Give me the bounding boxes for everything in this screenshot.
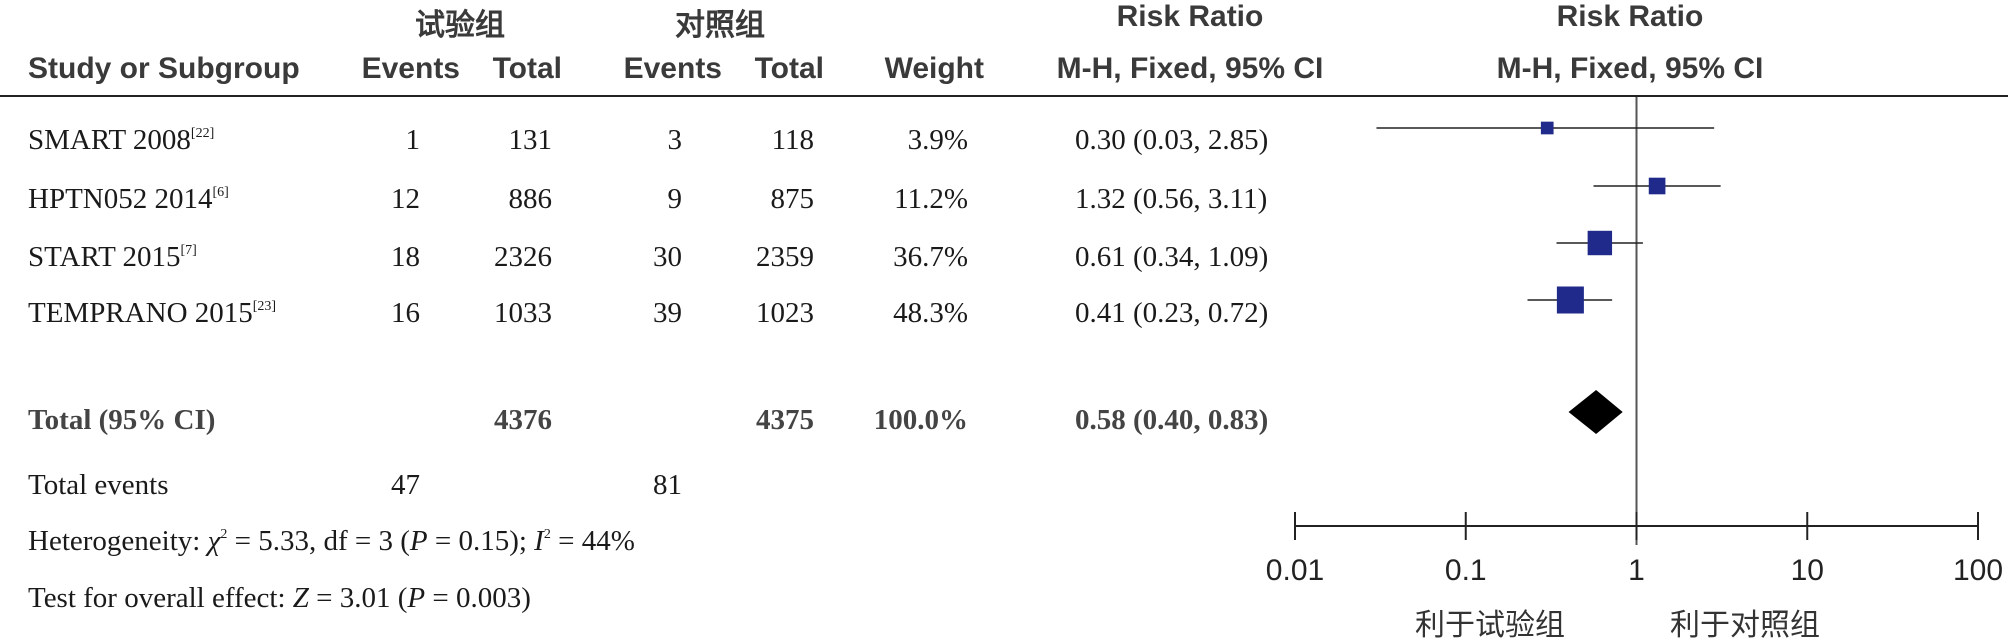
weight-header: Weight [884,52,984,85]
exp-total-cell: 2326 [494,241,552,273]
ci-cell: 1.32 (0.56, 3.11) [1075,183,1268,215]
exp-events-header: Events [361,52,460,85]
rr-method-header-right: M-H, Fixed, 95% CI [1496,52,1764,85]
x-axis-tick-label: 0.1 [1445,554,1487,587]
ctrl-total-header: Total [754,52,824,85]
header-rule [0,95,2008,97]
study-marker [1648,177,1666,195]
exp-total-header: Total [492,52,562,85]
total-events-exp: 47 [391,469,420,501]
ci-cell: 0.30 (0.03, 2.85) [1075,124,1269,156]
total-row-label: Total (95% CI) [28,404,216,436]
ctrl-events-cell: 30 [653,241,682,273]
exp-total-cell: 1033 [494,297,552,329]
x-axis-tick-label: 100 [1953,554,2003,587]
favours-control-label: 利于对照组 [1670,609,1820,642]
weight-cell: 36.7% [893,241,968,273]
overall-effect-text: Test for overall effect: Z = 3.01 (P = 0… [28,582,531,614]
study-label: TEMPRANO 2015 [28,297,253,329]
exp-events-cell: 16 [391,297,420,329]
study-name: SMART 2008[22] [28,124,214,157]
ctrl-total-cell: 1023 [756,297,814,329]
study-reference: [7] [180,243,197,258]
study-name: TEMPRANO 2015[23] [28,297,276,330]
ctrl-events-cell: 3 [667,124,683,156]
exp-events-cell: 12 [391,183,420,215]
total-events-ctrl: 81 [653,469,682,501]
total-events-label: Total events [28,469,169,501]
total-row-exp-total: 4376 [494,404,552,436]
study-name: HPTN052 2014[6] [28,183,229,216]
study-label: START 2015 [28,241,181,273]
exp-events-cell: 1 [405,124,421,156]
ctrl-events-cell: 9 [667,183,683,215]
exp-total-cell: 886 [508,183,553,215]
ctrl-total-cell: 2359 [756,241,814,273]
total-row-ci: 0.58 (0.40, 0.83) [1075,404,1269,436]
heterogeneity-text: Heterogeneity: χ2 = 5.33, df = 3 (P = 0.… [28,525,635,557]
control-group-label: 对照组 [675,9,765,42]
study-marker [1540,121,1554,135]
pooled-diamond [1568,390,1623,434]
ctrl-events-header: Events [623,52,722,85]
study-marker [1587,230,1613,256]
ci-cell: 0.41 (0.23, 0.72) [1075,297,1269,329]
risk-ratio-title-right: Risk Ratio [1556,0,1704,33]
x-axis-tick-label: 10 [1791,554,1824,587]
study-reference: [6] [212,185,229,200]
risk-ratio-title-left: Risk Ratio [1116,0,1264,33]
experimental-group-label: 试验组 [415,9,505,42]
x-axis-tick-label: 1 [1628,554,1645,587]
exp-total-cell: 131 [508,124,553,156]
weight-cell: 48.3% [893,297,968,329]
study-marker [1556,286,1584,314]
study-reference: [22] [190,126,215,141]
weight-cell: 11.2% [894,183,968,215]
study-column-header: Study or Subgroup [28,52,300,85]
favours-experimental-label: 利于试验组 [1415,609,1565,642]
total-row-weight: 100.0% [873,404,968,436]
weight-cell: 3.9% [907,124,968,156]
study-label: HPTN052 2014 [28,183,213,215]
exp-events-cell: 18 [391,241,420,273]
study-label: SMART 2008 [28,124,191,156]
rr-method-header-left: M-H, Fixed, 95% CI [1056,52,1324,85]
x-axis-tick-label: 0.01 [1266,554,1324,587]
ctrl-total-cell: 875 [770,183,815,215]
study-name: START 2015[7] [28,241,197,274]
total-row-ctrl-total: 4375 [756,404,814,436]
ci-cell: 0.61 (0.34, 1.09) [1075,241,1269,273]
ctrl-total-cell: 118 [771,124,814,156]
study-reference: [23] [252,299,277,314]
ctrl-events-cell: 39 [653,297,682,329]
